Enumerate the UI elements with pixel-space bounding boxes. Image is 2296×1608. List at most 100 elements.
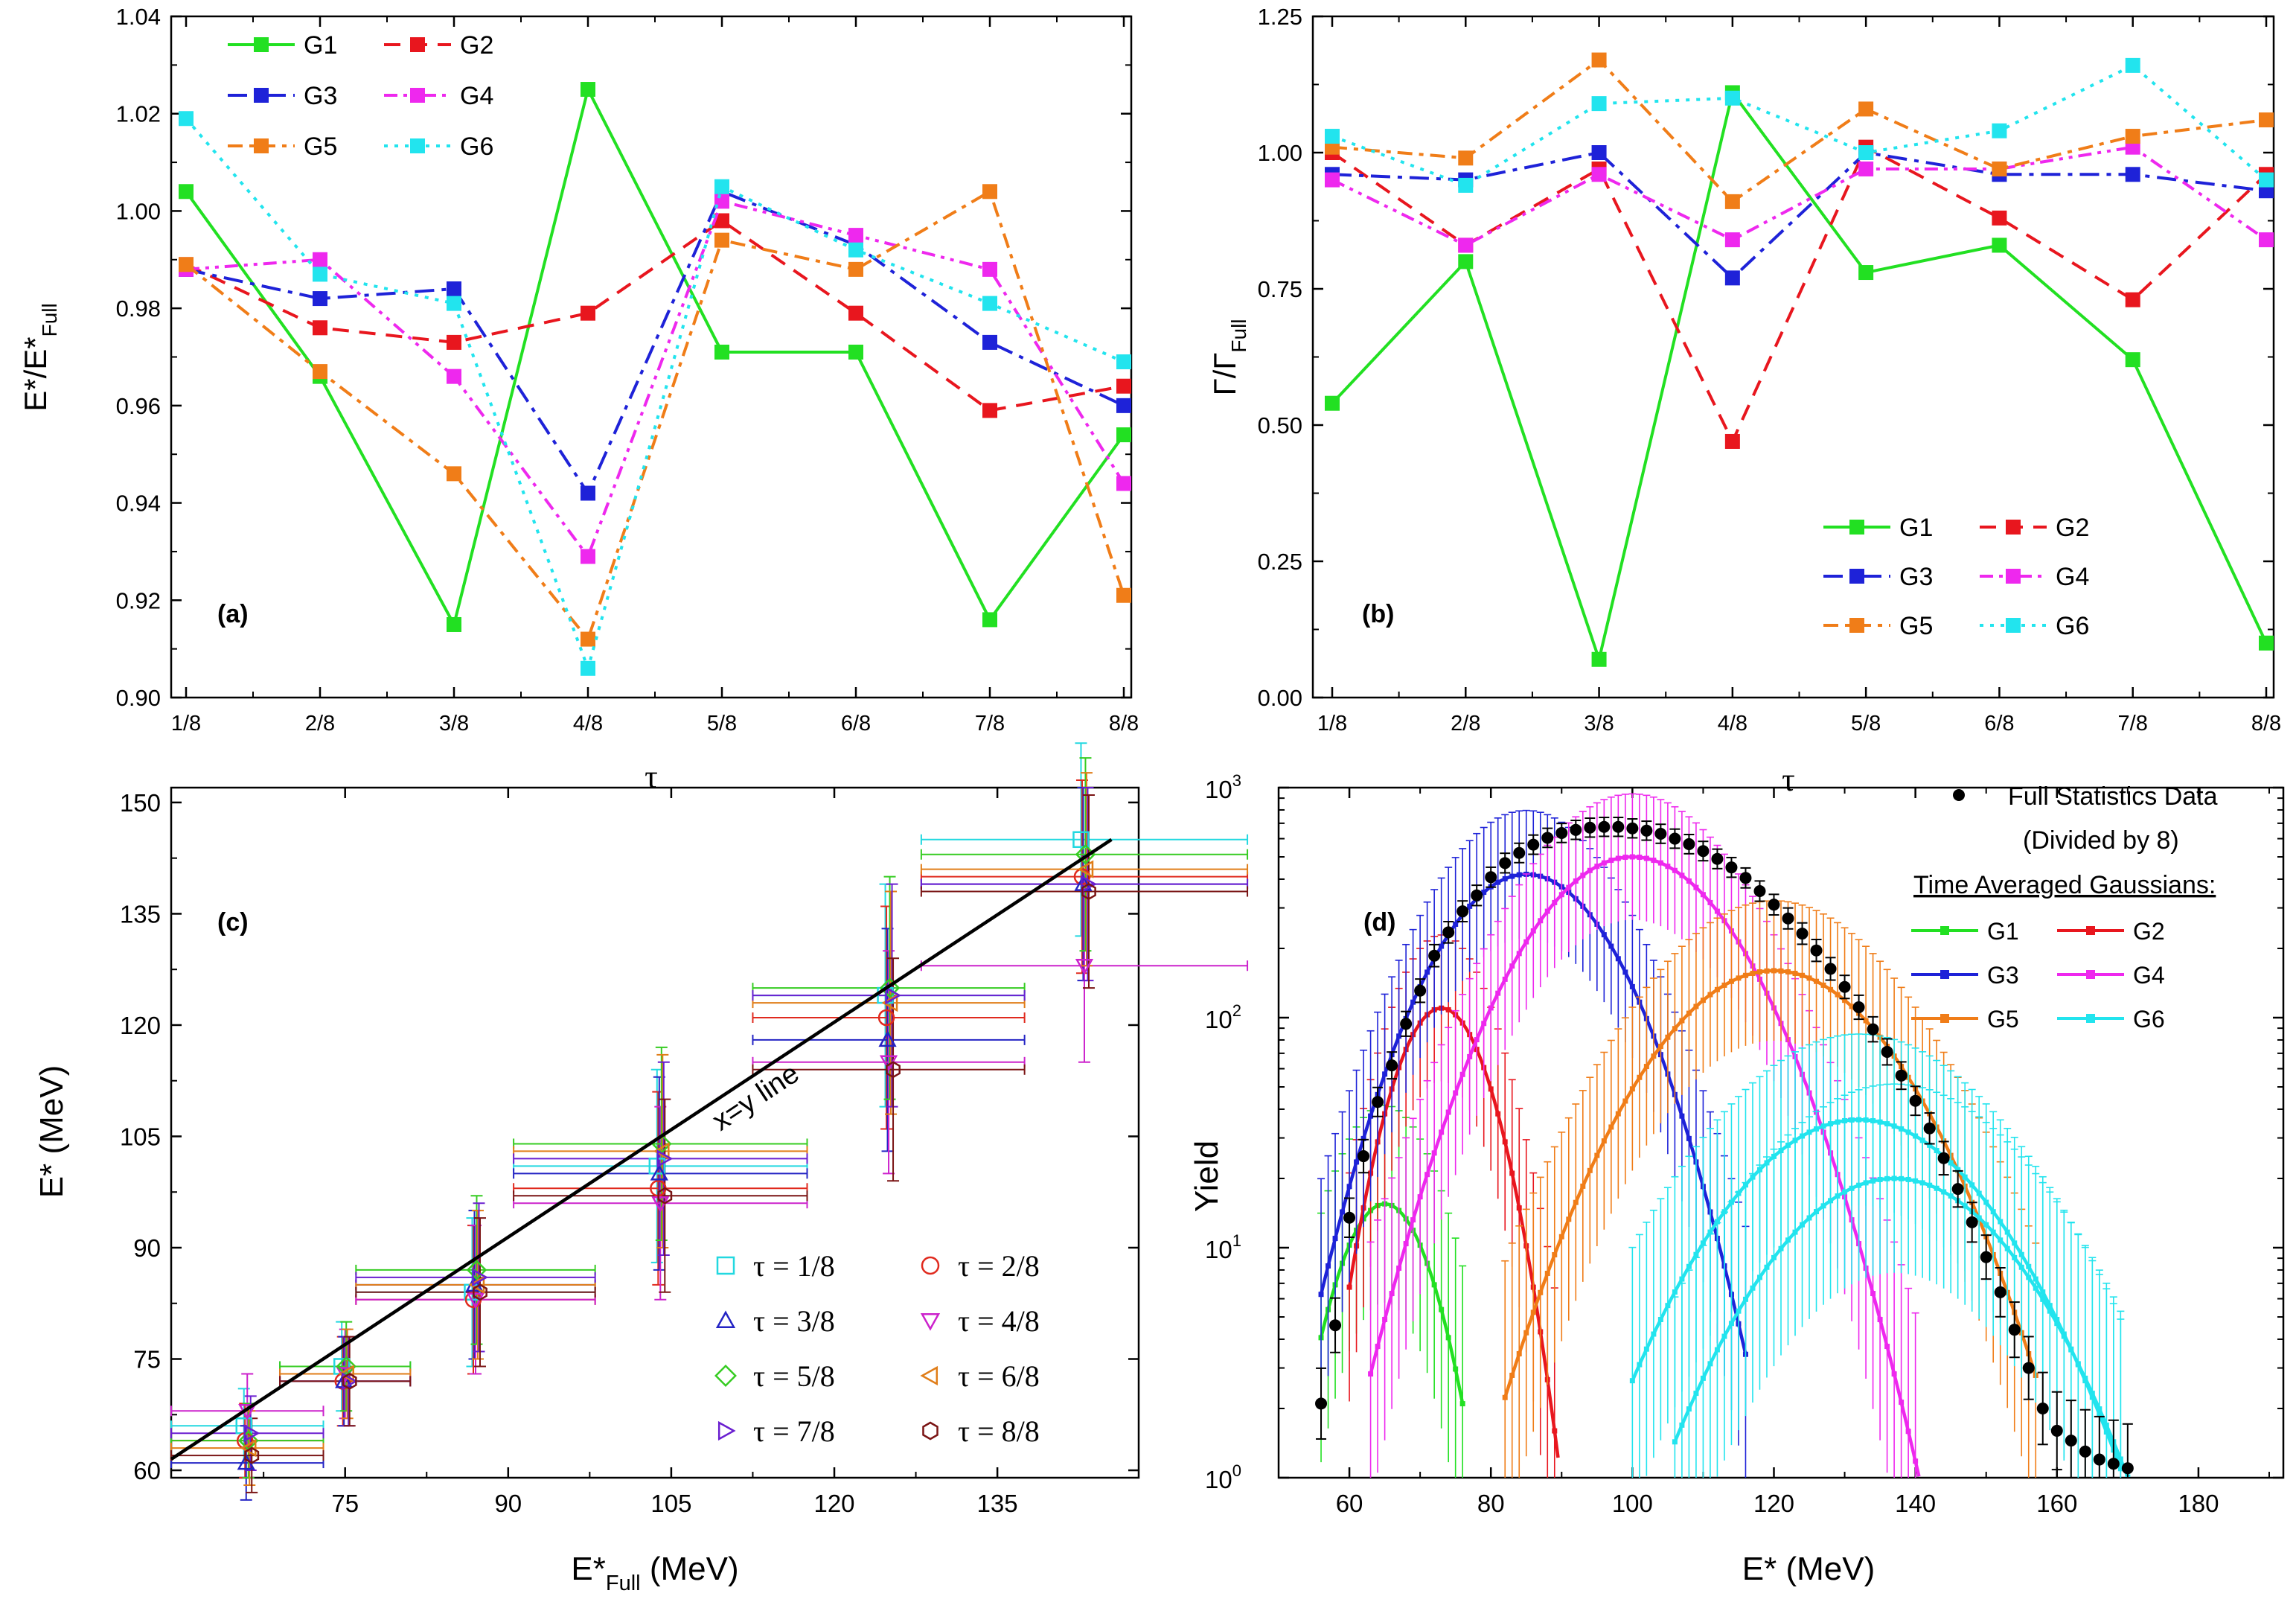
gaussian-point <box>1806 1215 1812 1221</box>
panel-b-line-chart: 0.00 0.25 0.50 0.75 1.00 1.25 1/8 2/8 3/8 4/8 5/8 6… <box>1207 4 2281 798</box>
gaussian-point <box>1756 1274 1762 1280</box>
gaussian-point <box>1481 890 1487 896</box>
gaussian-point <box>1721 982 1727 988</box>
data-point-tau-5 <box>466 1260 487 1280</box>
gaussian-point <box>1672 1026 1678 1032</box>
data-point-g6 <box>179 111 194 127</box>
data-point-g3 <box>1724 270 1740 286</box>
data-point-g6 <box>1458 177 1474 193</box>
gaussian-point <box>1657 1044 1663 1050</box>
gaussian-point <box>1326 1263 1331 1269</box>
gaussian-point <box>1453 1090 1459 1096</box>
series-line-g5 <box>1331 57 2267 204</box>
data-point-g5 <box>179 257 194 272</box>
gaussian-point <box>1424 1172 1430 1178</box>
legend-label-g1: G1 <box>1899 514 1933 542</box>
panel-label: (c) <box>217 908 249 937</box>
legend-marker-tau-2 <box>921 1256 940 1275</box>
legend-marker-g5 <box>1849 618 1864 633</box>
gaussian-point <box>1643 1346 1649 1352</box>
data-point-full-statistics <box>1810 944 1823 957</box>
data-point-g6 <box>581 660 595 676</box>
gaussian-point <box>1679 1018 1685 1024</box>
data-point-full-statistics <box>2008 1324 2021 1336</box>
data-point-tau-8 <box>886 1061 901 1079</box>
data-point-full-statistics <box>1570 823 1582 836</box>
data-point-g1 <box>2125 352 2140 368</box>
data-point-tau-8 <box>342 1372 357 1390</box>
legend-label-tau-3: τ = 3/8 <box>753 1304 835 1338</box>
gaussian-point <box>1509 1372 1515 1378</box>
data-point-full-statistics <box>1315 1397 1328 1410</box>
legend-marker-g2 <box>2086 926 2095 935</box>
legend-label-g5: G5 <box>1899 612 1933 640</box>
legend-marker-g2 <box>2006 520 2021 535</box>
data-point-g1 <box>581 82 595 98</box>
data-point-full-statistics <box>1626 822 1639 835</box>
data-point-tau-8 <box>657 1187 673 1205</box>
series-line-g2 <box>185 219 1125 412</box>
gaussian-point <box>2089 1391 2095 1397</box>
gaussian-point <box>1771 1254 1777 1260</box>
x-tick-label: 100 <box>1612 1490 1653 1517</box>
gaussian-point <box>1686 878 1692 884</box>
data-point-full-statistics <box>2093 1453 2105 1466</box>
gaussian-point <box>1976 1215 1982 1221</box>
x-tick-label: 6/8 <box>841 712 871 736</box>
data-point-full-statistics <box>1612 820 1625 833</box>
data-point-g3 <box>982 334 997 350</box>
y-tick-label: 105 <box>120 1123 161 1150</box>
series-line-g4 <box>1331 145 2268 247</box>
gaussian-point <box>1431 1150 1437 1156</box>
legend: Full Statistics Data (Divided by 8) Time A… <box>1911 782 2218 1033</box>
legend-label-g3: G3 <box>304 82 337 110</box>
legend-label-g3: G3 <box>1899 563 1933 591</box>
gaussian-point <box>1481 1021 1487 1027</box>
data-point-tau-1 <box>1072 831 1090 849</box>
data-point-tau-6 <box>468 1275 485 1294</box>
data-point-g6 <box>1325 129 1340 144</box>
data-point-g3 <box>581 485 595 501</box>
gaussian-point <box>1707 899 1713 905</box>
data-point-tau-7 <box>472 1268 489 1286</box>
gaussian-point <box>1820 1203 1826 1209</box>
data-point-g2 <box>848 305 863 321</box>
gaussian-point <box>1368 1371 1374 1377</box>
gaussian-point <box>1488 1005 1494 1011</box>
x-tick-label: 120 <box>1753 1490 1794 1517</box>
data-point-tau-6 <box>338 1365 354 1383</box>
gaussian-point <box>1558 892 1564 898</box>
legend-label-tau-5: τ = 5/8 <box>753 1359 835 1393</box>
gaussian-point <box>1884 1344 1890 1350</box>
y-tick-label: 0.96 <box>116 393 161 419</box>
y-tick-label: 75 <box>133 1346 161 1374</box>
legend-title: Time Averaged Gaussians: <box>1913 871 2216 899</box>
gaussian-point <box>1396 1033 1402 1039</box>
gaussian-point <box>1913 1178 1919 1184</box>
gaussian-point <box>1530 928 1536 934</box>
gaussian-point <box>1587 867 1593 873</box>
data-point-tau-8 <box>473 1283 487 1301</box>
data-point-g2 <box>1116 378 1131 394</box>
data-point-g1 <box>848 344 863 360</box>
gaussian-point <box>1828 986 1834 992</box>
gaussian-point <box>1899 1175 1905 1181</box>
data-point-tau-4 <box>651 1196 670 1213</box>
gaussian-point <box>1488 1086 1494 1092</box>
gaussian-point <box>2082 1375 2088 1381</box>
data-point-g2 <box>2125 292 2140 307</box>
data-point-full-statistics <box>1386 1059 1398 1072</box>
gaussian-point <box>1764 1264 1770 1270</box>
x-tick-label: 8/8 <box>2251 712 2281 736</box>
data-point-full-statistics <box>2107 1458 2120 1470</box>
data-point-full-statistics <box>1343 1211 1356 1224</box>
gaussian-point <box>1728 1321 1734 1327</box>
legend-marker-g4 <box>2006 569 2021 584</box>
gaussian-point <box>1360 1135 1366 1141</box>
data-point-full-statistics <box>1711 852 1724 865</box>
data-point-g3 <box>1116 398 1131 413</box>
gaussian-point <box>1439 943 1445 949</box>
legend-label-g3: G3 <box>1987 962 2019 989</box>
data-point-full-statistics <box>1358 1150 1370 1163</box>
y-tick-label: 60 <box>133 1457 161 1484</box>
